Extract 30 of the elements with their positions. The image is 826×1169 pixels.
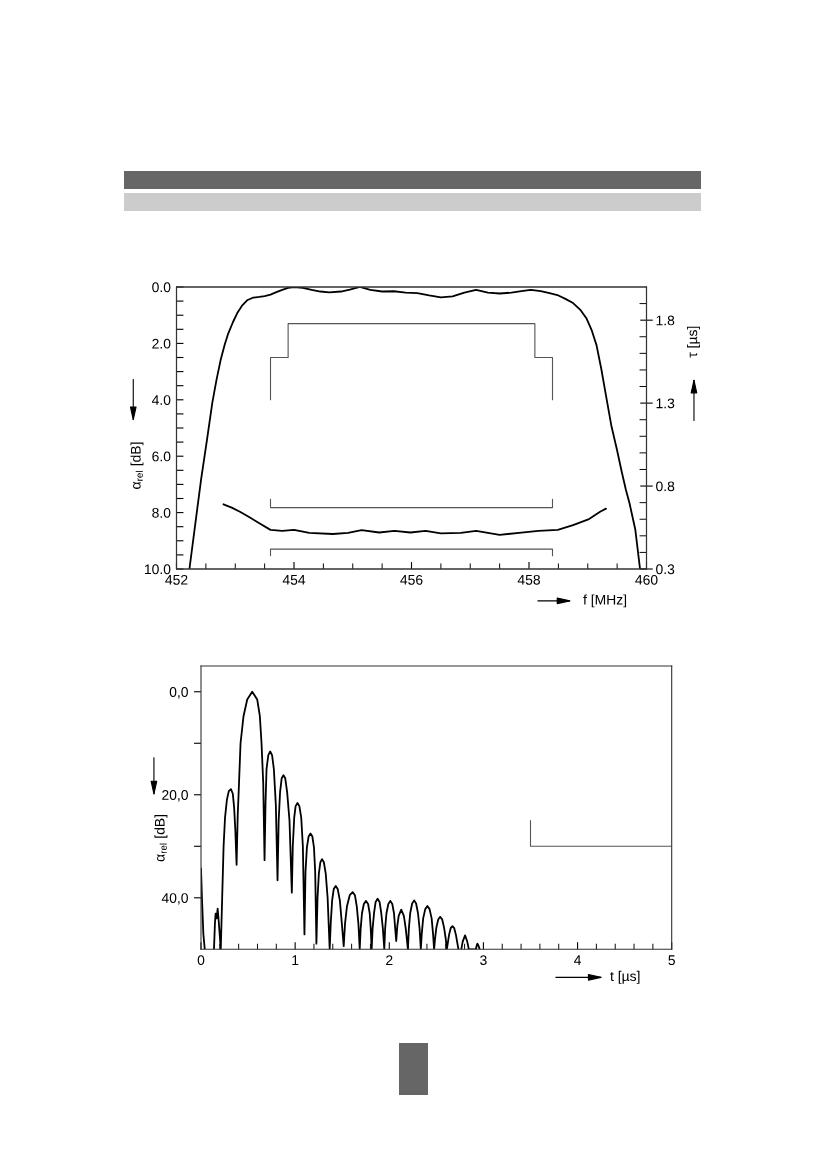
y-axis-title: α$_{rel}$ [dB] — [154, 815, 168, 862]
y-tick-label: 0.0 — [152, 282, 171, 293]
y2-tick-label: 1.3 — [656, 398, 675, 409]
x-tick-label: 4 — [574, 955, 582, 965]
x-tick-label: 2 — [386, 955, 393, 965]
x-tick-label: 458 — [517, 574, 540, 585]
x-tick-label: 3 — [480, 955, 487, 966]
x-axis-title: t [µs] — [610, 970, 640, 984]
y-tick-label: 8.0 — [152, 507, 171, 518]
y-tick-label: 4.0 — [151, 395, 171, 405]
line-series — [222, 503, 607, 536]
y2-tick-label: 0.3 — [656, 564, 675, 575]
y-tick-label: 20,0 — [162, 790, 188, 802]
x-tick-label: 0 — [197, 955, 205, 966]
y-axis-title: α$_{rel}$ [dB] — [130, 442, 144, 489]
y-tick-label: 0,0 — [169, 687, 188, 699]
y2-tick-label: 1.8 — [656, 315, 675, 326]
y-tick-label: 10.0 — [144, 564, 171, 575]
x-axis-title: f [MHz] — [583, 594, 627, 608]
x-tick-label: 454 — [282, 575, 306, 585]
y-tick-label: 6.0 — [152, 451, 171, 462]
y2-tick-label: 0.8 — [656, 481, 675, 492]
x-tick-label: 1 — [292, 955, 299, 965]
x-tick-label: 5 — [668, 955, 675, 966]
y2-axis-title: τ [µs] — [687, 326, 700, 358]
x-tick-label: 456 — [400, 574, 423, 585]
y-tick-label: 2.0 — [152, 338, 171, 349]
x-tick-label: 460 — [635, 574, 658, 585]
x-tick-label: 452 — [165, 574, 188, 585]
y-tick-label: 40,0 — [161, 893, 188, 905]
